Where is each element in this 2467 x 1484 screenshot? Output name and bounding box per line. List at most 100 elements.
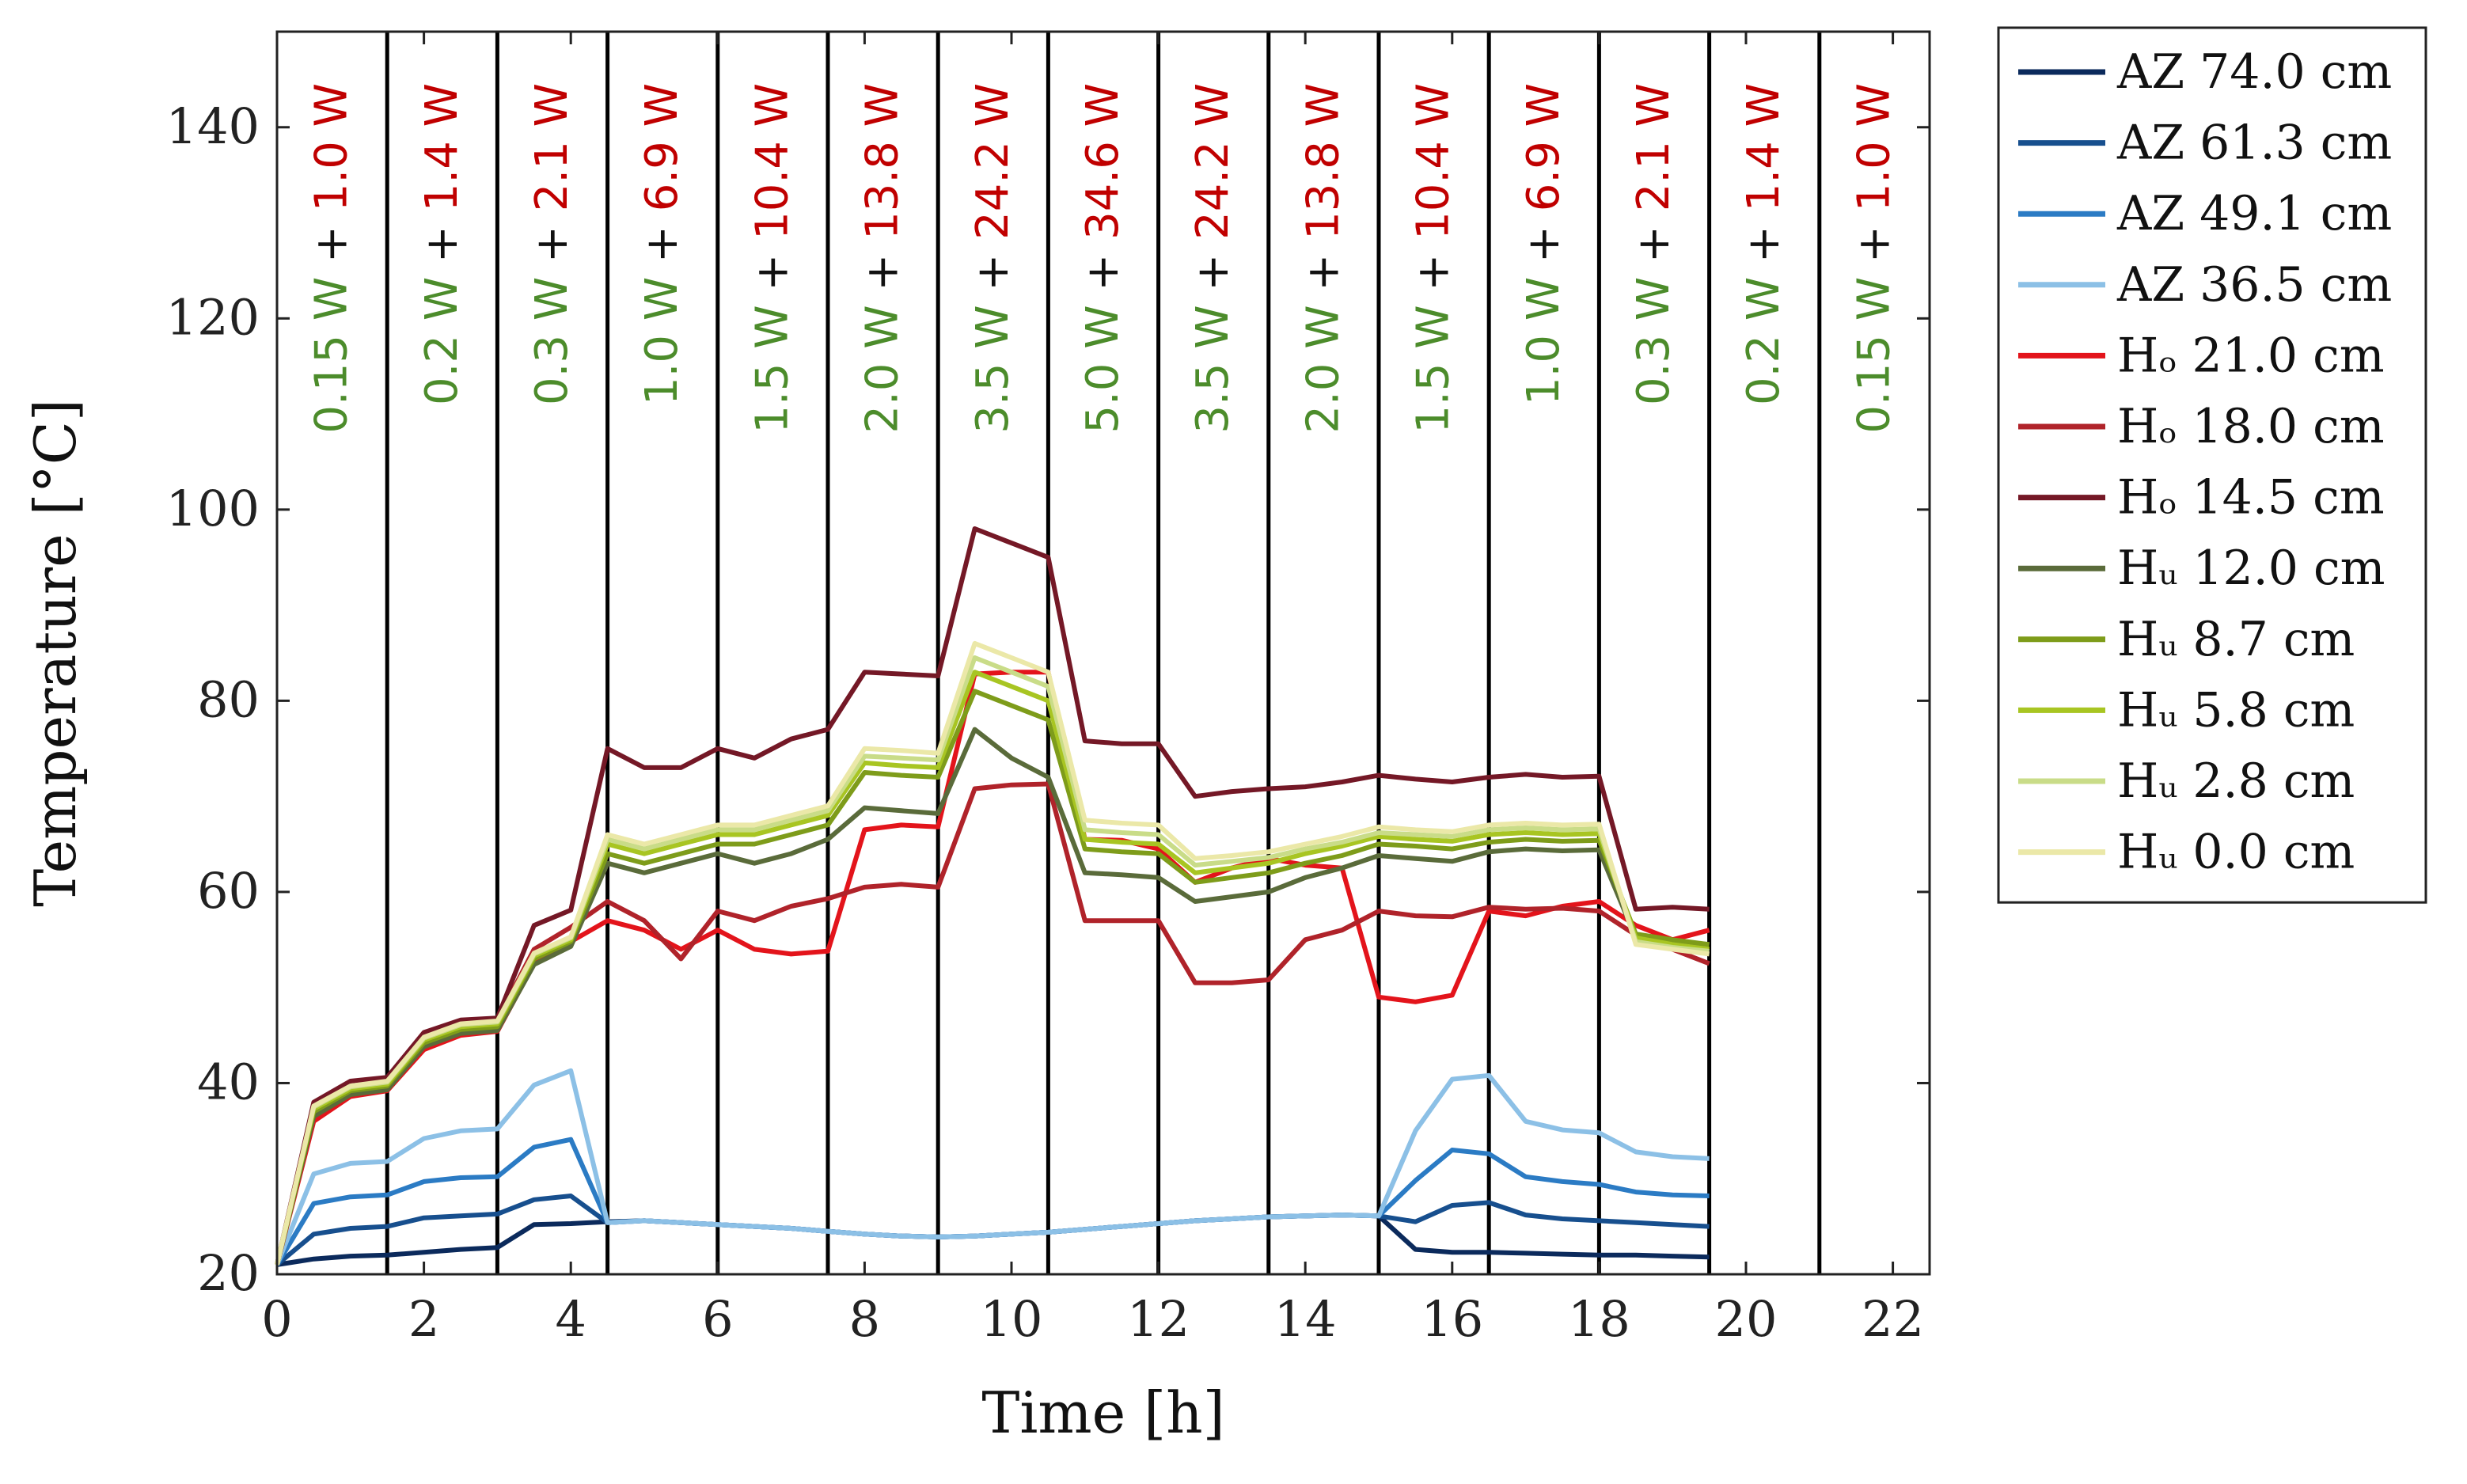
x-tick-label: 8 — [849, 1290, 880, 1348]
phase-label: 0.2 W + 1.4 W — [416, 83, 468, 405]
legend-label: AZ 49.1 cm — [2116, 186, 2392, 241]
phase-labels: 0.15 W + 1.0 W 0.2 W + 1.4 W 0.3 W + 2.1 W… — [306, 83, 1900, 434]
plot-frame — [275, 30, 1931, 1276]
phase-label-green: 0.15 W — [306, 263, 358, 434]
x-axis-label: Time [h] — [981, 1380, 1224, 1446]
legend-label: Hᵤ 5.8 cm — [2117, 682, 2355, 738]
x-tick-label: 18 — [1568, 1290, 1630, 1348]
y-axis-label: Temperature [°C] — [22, 399, 89, 907]
phase-label: 0.15 W + 1.0 W — [1848, 83, 1900, 434]
phase-label-green: 1.0 W — [636, 263, 688, 405]
phase-label-green: 0.2 W — [1738, 263, 1790, 405]
phase-label-plus: + — [967, 240, 1019, 291]
phase-label-green: 2.0 W — [1297, 291, 1349, 434]
phase-label-plus: + — [526, 211, 578, 263]
phase-label: 0.15 W + 1.0 W — [306, 83, 358, 434]
phase-label-plus: + — [1297, 240, 1349, 291]
legend-label: Hᵤ 0.0 cm — [2117, 825, 2355, 880]
phase-label-red: 2.1 W — [1628, 83, 1679, 211]
phase-label: 3.5 W + 24.2 W — [967, 83, 1019, 434]
phase-label-plus: + — [1077, 240, 1129, 291]
phase-label-plus: + — [1518, 211, 1569, 263]
legend-label: AZ 74.0 cm — [2116, 44, 2392, 100]
series-line — [275, 655, 1710, 1266]
phase-label-plus: + — [1738, 211, 1790, 263]
data-series — [275, 526, 1710, 1267]
legend-box — [1997, 26, 2427, 904]
phase-label-plus: + — [636, 211, 688, 263]
phase-label-red: 1.0 W — [1848, 83, 1900, 211]
phase-label-green: 3.5 W — [967, 291, 1019, 434]
phase-label: 0.3 W + 2.1 W — [1628, 83, 1679, 405]
series-line — [275, 526, 1710, 1266]
tick-labels: 0 2 4 6 8 10 12 14 16 18 20 22 20 40 60 80 100 120 140 — [166, 97, 1924, 1348]
phase-label-red: 6.9 W — [1518, 83, 1569, 211]
x-tick-label: 20 — [1715, 1290, 1778, 1348]
y-tick-label: 80 — [197, 670, 260, 728]
phase-label: 1.5 W + 10.4 W — [746, 83, 798, 434]
phase-label-plus: + — [416, 211, 468, 263]
phase-label-green: 3.5 W — [1187, 291, 1239, 434]
y-tick-label: 60 — [197, 862, 260, 920]
phase-label-red: 6.9 W — [636, 83, 688, 211]
y-tick-label: 120 — [166, 288, 260, 346]
phase-label-red: 10.4 W — [746, 83, 798, 240]
phase-label-green: 2.0 W — [857, 291, 909, 434]
phase-label-plus: + — [857, 240, 909, 291]
phase-label-red: 2.1 W — [526, 83, 578, 211]
y-tick-label: 140 — [166, 97, 260, 155]
legend-label: Hᵤ 2.8 cm — [2117, 753, 2355, 809]
phase-label: 2.0 W + 13.8 W — [1297, 83, 1349, 434]
x-tick-label: 22 — [1862, 1290, 1924, 1348]
phase-label-red: 24.2 W — [1187, 83, 1239, 240]
phase-label-plus: + — [1848, 211, 1900, 263]
legend: AZ 74.0 cm AZ 61.3 cm AZ 49.1 cm AZ 36.5 cm… — [1997, 26, 2427, 904]
x-tick-label: 4 — [555, 1290, 586, 1348]
legend-label: Hᵤ 12.0 cm — [2117, 541, 2385, 596]
phase-label-red: 34.6 W — [1077, 83, 1129, 240]
legend-label: Hₒ 18.0 cm — [2117, 399, 2385, 454]
series-line — [275, 1068, 1710, 1266]
legend-label: AZ 36.5 cm — [2116, 257, 2392, 313]
x-tick-label: 14 — [1274, 1290, 1337, 1348]
phase-label-green: 0.15 W — [1848, 263, 1900, 434]
phase-label-red: 1.0 W — [306, 83, 358, 211]
phase-boundaries — [385, 32, 1822, 1274]
phase-label-green: 0.3 W — [526, 263, 578, 405]
phase-label-green: 1.0 W — [1518, 263, 1569, 405]
phase-label-plus: + — [1408, 240, 1459, 291]
legend-label: AZ 61.3 cm — [2116, 116, 2392, 171]
x-tick-label: 6 — [702, 1290, 733, 1348]
x-tick-label: 12 — [1127, 1290, 1190, 1348]
phase-label-plus: + — [1187, 240, 1239, 291]
phase-label-red: 1.4 W — [416, 83, 468, 211]
phase-label-green: 0.2 W — [416, 263, 468, 405]
legend-label: Hₒ 21.0 cm — [2117, 328, 2385, 383]
x-tick-label: 2 — [408, 1290, 439, 1348]
phase-label-green: 1.5 W — [746, 291, 798, 434]
phase-label-plus: + — [306, 211, 358, 263]
phase-label-plus: + — [1628, 211, 1679, 263]
phase-label: 3.5 W + 24.2 W — [1187, 83, 1239, 434]
phase-label: 0.3 W + 2.1 W — [526, 83, 578, 405]
phase-label: 2.0 W + 13.8 W — [857, 83, 909, 434]
series-line — [275, 640, 1710, 1266]
phase-label-red: 1.4 W — [1738, 83, 1790, 211]
x-tick-label: 0 — [261, 1290, 292, 1348]
phase-label: 5.0 W + 34.6 W — [1077, 83, 1129, 434]
series-line — [276, 1213, 1710, 1267]
phase-label-red: 13.8 W — [1297, 83, 1349, 240]
phase-label-green: 0.3 W — [1628, 263, 1679, 405]
phase-label: 0.2 W + 1.4 W — [1738, 83, 1790, 405]
legend-label: Hᵤ 8.7 cm — [2117, 612, 2355, 667]
phase-label: 1.0 W + 6.9 W — [1518, 83, 1569, 405]
phase-label-green: 1.5 W — [1408, 291, 1459, 434]
y-tick-label: 20 — [197, 1244, 260, 1302]
phase-label-plus: + — [746, 240, 798, 291]
phase-label-red: 24.2 W — [967, 83, 1019, 240]
legend-label: Hₒ 14.5 cm — [2117, 470, 2385, 526]
phase-label-green: 5.0 W — [1077, 291, 1129, 434]
phase-label-red: 13.8 W — [857, 83, 909, 240]
series-line — [275, 727, 1710, 1266]
